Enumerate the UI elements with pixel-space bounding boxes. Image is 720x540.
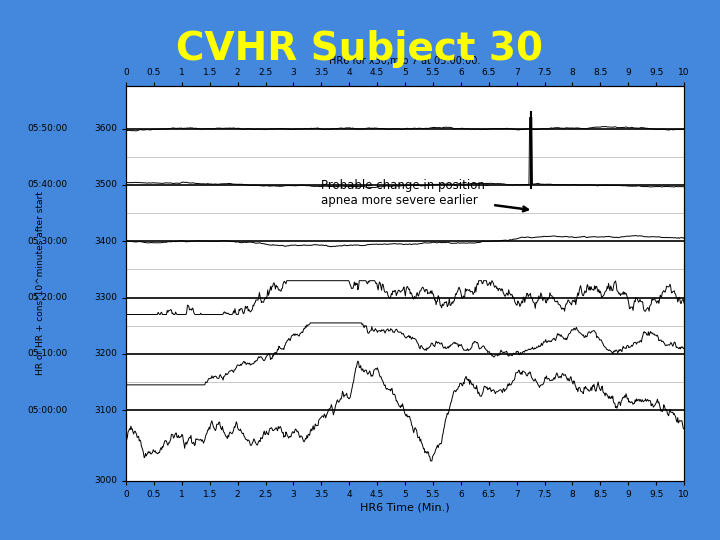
Text: 05:40:00: 05:40:00 <box>27 180 68 190</box>
Text: 3300: 3300 <box>94 293 117 302</box>
Title: HR6 for x30,mib 7 at 05:00:00.: HR6 for x30,mib 7 at 05:00:00. <box>329 56 481 66</box>
Text: 05:00:00: 05:00:00 <box>27 406 68 415</box>
Y-axis label: HR or HR + cons*10^minutes after start: HR or HR + cons*10^minutes after start <box>37 192 45 375</box>
Text: 05:50:00: 05:50:00 <box>27 124 68 133</box>
Text: 05:20:00: 05:20:00 <box>27 293 68 302</box>
Text: Probable change in position-
apnea more severe earlier: Probable change in position- apnea more … <box>321 179 528 211</box>
Text: 05:10:00: 05:10:00 <box>27 349 68 359</box>
Text: 05:30:00: 05:30:00 <box>27 237 68 246</box>
Text: 3400: 3400 <box>95 237 117 246</box>
Text: CVHR Subject 30: CVHR Subject 30 <box>176 30 544 68</box>
Text: 3600: 3600 <box>94 124 117 133</box>
Text: 3100: 3100 <box>94 406 117 415</box>
X-axis label: HR6 Time (Min.): HR6 Time (Min.) <box>360 503 450 513</box>
Text: 3200: 3200 <box>95 349 117 359</box>
Text: 3000: 3000 <box>94 476 117 485</box>
Text: 3500: 3500 <box>94 180 117 190</box>
